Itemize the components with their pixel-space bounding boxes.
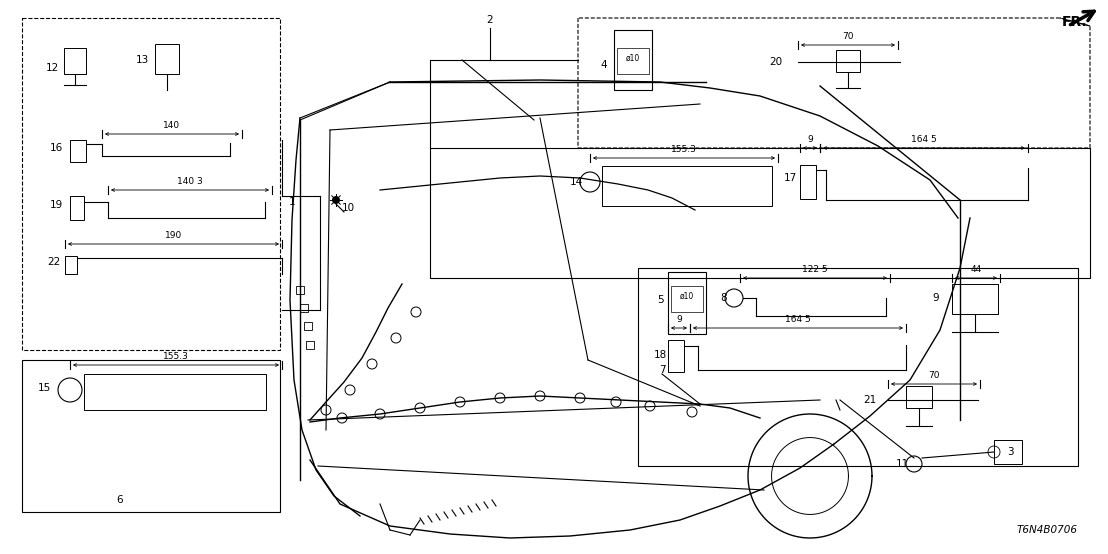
Circle shape (575, 393, 585, 403)
Text: 21: 21 (863, 395, 876, 405)
Text: FR.: FR. (1061, 15, 1088, 29)
Circle shape (455, 397, 465, 407)
Text: 18: 18 (654, 350, 667, 360)
Text: 2: 2 (486, 15, 493, 25)
Text: 11: 11 (895, 459, 909, 469)
Text: 44: 44 (971, 265, 982, 274)
Text: 5: 5 (657, 295, 664, 305)
Text: 122 5: 122 5 (802, 265, 828, 274)
Text: 16: 16 (50, 143, 63, 153)
Bar (304, 322, 312, 330)
Text: 3: 3 (1007, 447, 1014, 457)
Text: 12: 12 (45, 63, 59, 73)
Text: 1: 1 (289, 197, 296, 207)
Text: 6: 6 (116, 495, 123, 505)
Circle shape (321, 405, 331, 415)
Text: 17: 17 (783, 173, 797, 183)
Bar (306, 341, 314, 349)
Text: 70: 70 (842, 32, 854, 41)
Text: 9: 9 (676, 315, 681, 324)
Text: 155.3: 155.3 (163, 352, 189, 361)
Text: 7: 7 (658, 365, 665, 375)
Circle shape (332, 196, 340, 204)
Text: 70: 70 (929, 371, 940, 380)
Text: ø10: ø10 (626, 54, 640, 63)
Text: ø10: ø10 (680, 291, 694, 300)
Text: 164 5: 164 5 (911, 135, 937, 144)
Text: 22: 22 (48, 257, 61, 267)
Circle shape (345, 385, 355, 395)
Text: 164 5: 164 5 (786, 315, 811, 324)
Circle shape (367, 359, 377, 369)
Circle shape (337, 413, 347, 423)
Text: 155.3: 155.3 (671, 145, 697, 154)
Text: 10: 10 (341, 203, 355, 213)
Circle shape (391, 333, 401, 343)
Bar (300, 304, 308, 312)
Circle shape (375, 409, 384, 419)
Circle shape (645, 401, 655, 411)
Circle shape (411, 307, 421, 317)
Text: 13: 13 (135, 55, 148, 65)
Text: 140 3: 140 3 (177, 177, 203, 186)
Text: T6N4B0706: T6N4B0706 (1017, 525, 1078, 535)
Text: 14: 14 (570, 177, 583, 187)
Circle shape (611, 397, 620, 407)
Text: 15: 15 (38, 383, 51, 393)
Circle shape (687, 407, 697, 417)
Text: 190: 190 (165, 231, 182, 240)
Text: 4: 4 (601, 60, 607, 70)
Text: 9: 9 (933, 293, 940, 303)
Text: 20: 20 (769, 57, 782, 67)
Text: 9: 9 (807, 135, 813, 144)
Circle shape (416, 403, 425, 413)
Circle shape (535, 391, 545, 401)
Text: 140: 140 (164, 121, 181, 130)
Text: 19: 19 (50, 200, 63, 210)
Circle shape (495, 393, 505, 403)
Bar (296, 286, 304, 294)
Text: 8: 8 (720, 293, 727, 303)
